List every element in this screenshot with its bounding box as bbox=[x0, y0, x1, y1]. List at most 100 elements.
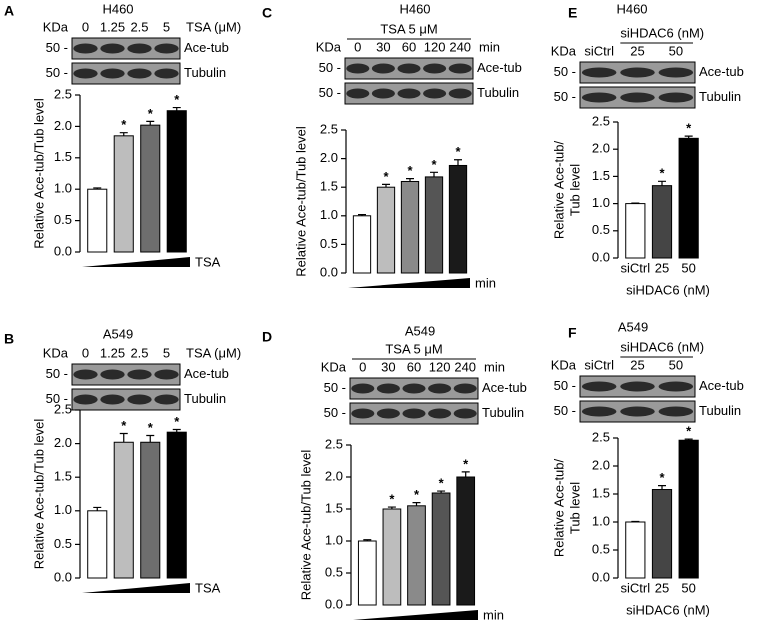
lane-unit: TSA (μM) bbox=[186, 19, 241, 34]
y-axis-label: Relative Ace-tub/Tub level bbox=[298, 450, 313, 601]
blot-band bbox=[423, 88, 447, 99]
bar bbox=[140, 124, 161, 253]
significance: * bbox=[407, 163, 413, 178]
band-label: Ace-tub bbox=[477, 60, 522, 75]
lane-label: 0 bbox=[354, 39, 361, 54]
y-tick-label: 0.5 bbox=[54, 212, 72, 227]
cell-line: H460 bbox=[102, 1, 133, 16]
significance: * bbox=[121, 418, 127, 433]
lane-label: siCtrl bbox=[584, 357, 614, 372]
blot-band bbox=[376, 383, 400, 394]
blot-strip bbox=[71, 62, 181, 85]
kda-label: KDa bbox=[551, 43, 577, 58]
blot-band bbox=[100, 68, 125, 79]
bar bbox=[87, 510, 108, 579]
blot-band bbox=[346, 63, 370, 74]
bar bbox=[382, 508, 402, 606]
lane-label: 25 bbox=[630, 43, 644, 58]
blot-band bbox=[620, 67, 655, 78]
bar bbox=[407, 505, 426, 606]
blot-band bbox=[127, 369, 152, 380]
x-axis-label: siHDAC6 (nM) bbox=[626, 602, 710, 617]
lane-label: 1.25 bbox=[100, 19, 125, 34]
significance: * bbox=[389, 492, 395, 507]
blot-band bbox=[423, 63, 447, 74]
error-bar bbox=[382, 183, 390, 188]
x-tick-label: 50 bbox=[681, 260, 695, 275]
kda-label: KDa bbox=[43, 19, 69, 34]
lane-label: 1.25 bbox=[100, 345, 125, 360]
blot-band bbox=[100, 43, 125, 54]
y-tick-label: 2.0 bbox=[320, 150, 338, 165]
y-tick-label: 2.0 bbox=[592, 457, 610, 472]
marker-label: 50 - bbox=[319, 60, 341, 75]
significance: * bbox=[659, 166, 665, 181]
y-tick-label: 2.5 bbox=[320, 121, 338, 136]
marker-label: 50 - bbox=[46, 40, 68, 55]
blot-band bbox=[581, 67, 617, 78]
lane-label: 240 bbox=[449, 39, 471, 54]
y-tick-label: 2.0 bbox=[54, 435, 72, 450]
treatment-title: TSA 5 μM bbox=[380, 21, 437, 36]
blot-band bbox=[154, 369, 179, 380]
blot-band bbox=[581, 381, 617, 392]
y-axis-label: Relative Ace-tub/Tub level bbox=[31, 419, 46, 570]
panel-letter: A bbox=[4, 3, 14, 19]
blot-band bbox=[658, 406, 694, 417]
blot-band bbox=[402, 408, 426, 419]
bar bbox=[678, 137, 699, 259]
error-bar bbox=[146, 434, 155, 443]
y-tick-label: 2.5 bbox=[54, 401, 72, 416]
y-tick-label: 1.0 bbox=[54, 502, 72, 517]
bar bbox=[651, 489, 673, 579]
error-bar bbox=[172, 428, 181, 433]
y-tick-label: 1.5 bbox=[54, 469, 72, 484]
error-bar bbox=[684, 135, 693, 139]
bar bbox=[140, 441, 161, 579]
cell-line: A549 bbox=[618, 319, 648, 334]
y-tick-label: 2.5 bbox=[325, 436, 343, 451]
y-tick-label: 1.5 bbox=[592, 168, 610, 183]
kda-label: KDa bbox=[43, 345, 69, 360]
band-label: Tubulin bbox=[184, 391, 226, 406]
y-tick-label: 0.0 bbox=[54, 569, 72, 584]
bar bbox=[376, 186, 396, 274]
y-axis-label: Tub level bbox=[567, 482, 582, 534]
marker-label: 50 - bbox=[319, 85, 341, 100]
significance: * bbox=[174, 92, 180, 107]
error-bar bbox=[119, 432, 128, 443]
y-tick-label: 0.0 bbox=[592, 569, 610, 584]
treatment-wedge bbox=[348, 278, 470, 288]
marker-label: 50 - bbox=[46, 391, 68, 406]
error-bar bbox=[658, 180, 666, 186]
y-tick-label: 2.0 bbox=[54, 118, 72, 133]
bar bbox=[357, 540, 377, 606]
bar bbox=[678, 439, 699, 579]
blot-band bbox=[658, 67, 694, 78]
blot-band bbox=[658, 381, 694, 392]
lane-label: 0 bbox=[359, 359, 366, 374]
blot-band bbox=[371, 63, 395, 74]
bar bbox=[400, 180, 420, 274]
lane-label: 240 bbox=[454, 359, 476, 374]
lane-label: 0 bbox=[82, 19, 89, 34]
y-axis-label: Relative Ace-tub/ bbox=[551, 140, 566, 239]
x-tick-label: siCtrl bbox=[621, 580, 651, 595]
error-bar bbox=[172, 106, 181, 111]
panel-letter: D bbox=[262, 329, 272, 345]
significance: * bbox=[383, 169, 389, 184]
lane-label: 2.5 bbox=[130, 345, 148, 360]
marker-label: 50 - bbox=[46, 366, 68, 381]
panel-letter: E bbox=[568, 5, 577, 21]
y-axis-label: Tub level bbox=[567, 164, 582, 216]
blot-strip bbox=[71, 388, 181, 411]
band-label: Ace-tub bbox=[699, 64, 744, 79]
error-bar bbox=[684, 438, 693, 441]
y-tick-label: 1.5 bbox=[54, 149, 72, 164]
treatment-title: siHDAC6 (nM) bbox=[620, 25, 704, 40]
y-tick-label: 0.0 bbox=[54, 243, 72, 258]
kda-label: KDa bbox=[321, 359, 347, 374]
blot-band bbox=[453, 408, 477, 419]
lane-label: 60 bbox=[407, 359, 421, 374]
error-bar bbox=[454, 159, 462, 166]
